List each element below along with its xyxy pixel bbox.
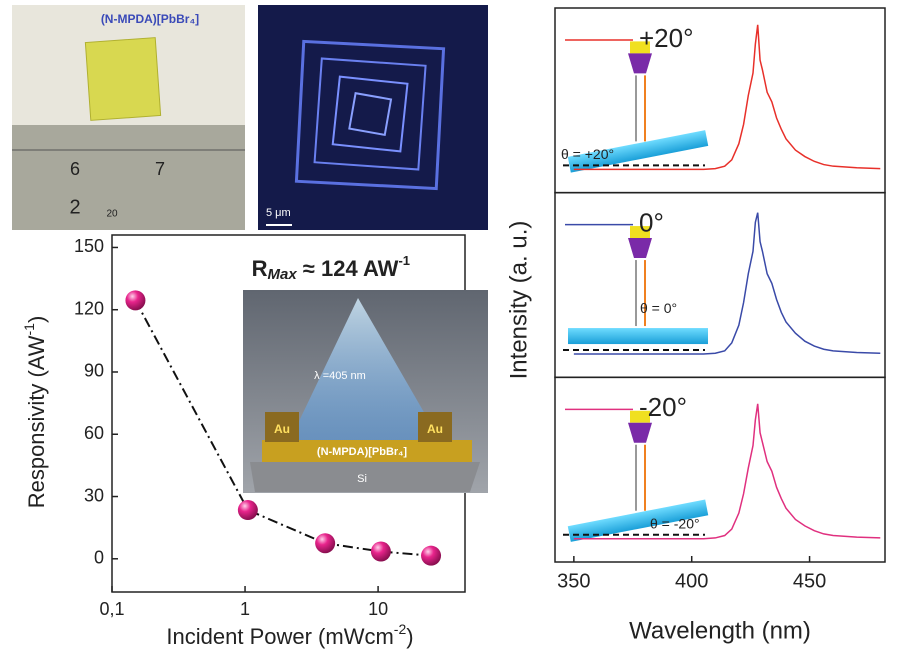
legend-label: +20° bbox=[639, 23, 694, 53]
spectrum bbox=[573, 212, 881, 355]
spectrum bbox=[573, 403, 881, 540]
y-tick-label: 60 bbox=[84, 423, 104, 443]
x-axis-title: Wavelength (nm) bbox=[629, 617, 811, 644]
y-tick-label: 150 bbox=[74, 236, 104, 256]
device-inset: λ =405 nm Au Au (N-MPDA)[PbBr₄] Si bbox=[243, 290, 488, 493]
x-axis-title: Incident Power (mWcm-2) bbox=[166, 621, 413, 649]
substrate-label: Si bbox=[357, 473, 367, 485]
y-axis-title: Responsivity (AW-1) bbox=[21, 316, 49, 509]
data-point bbox=[421, 545, 442, 566]
sample-rod bbox=[567, 130, 709, 173]
angle-label: θ = -20° bbox=[650, 515, 700, 531]
micrograph-background bbox=[258, 5, 488, 230]
laser-head bbox=[630, 41, 650, 54]
ruler-number: 6 bbox=[70, 159, 80, 179]
x-tick-label: 1 bbox=[240, 599, 250, 619]
x-tick-label: 450 bbox=[793, 570, 826, 592]
data-point bbox=[125, 290, 146, 311]
axis-title-part: Responsivity (AW bbox=[24, 335, 49, 508]
y-tick-label: 30 bbox=[84, 485, 104, 505]
annotation-sup: -1 bbox=[398, 253, 410, 268]
sample-rod bbox=[568, 328, 708, 345]
y-tick-label: 120 bbox=[74, 298, 104, 318]
laser-head bbox=[630, 226, 650, 239]
sample-schematic bbox=[567, 410, 709, 542]
light-cone bbox=[290, 298, 440, 440]
contact bbox=[265, 412, 299, 442]
y-tick-label: 0 bbox=[94, 548, 104, 568]
wavelength-label: λ =405 nm bbox=[314, 370, 366, 382]
compound-label: (N-MPDA)[PbBr₄] bbox=[101, 12, 199, 26]
annotation-part: ≈ 124 AW bbox=[297, 256, 399, 281]
ruler-number: 20 bbox=[106, 209, 118, 220]
spectrum bbox=[573, 24, 881, 171]
axis-title-part: ) bbox=[406, 624, 413, 649]
substrate bbox=[250, 462, 480, 492]
axis-title-part: ) bbox=[24, 316, 49, 323]
sample-schematic bbox=[567, 41, 709, 173]
film bbox=[262, 440, 472, 462]
axis-title-sup: -1 bbox=[21, 323, 37, 336]
micrograph: 5 μm bbox=[258, 5, 488, 230]
laser-head bbox=[630, 410, 650, 423]
photo: (N-MPDA)[PbBr₄] 6 7 2 20 bbox=[12, 5, 245, 230]
terrace bbox=[348, 92, 393, 137]
laser-body bbox=[628, 238, 652, 259]
sample-rod bbox=[567, 499, 709, 542]
legend-label: -20° bbox=[639, 392, 687, 422]
axis-title-sup: -2 bbox=[394, 621, 407, 637]
legend-label: 0° bbox=[639, 208, 664, 238]
scale-bar-label: 5 μm bbox=[266, 207, 291, 219]
ruler bbox=[12, 125, 245, 230]
terrace bbox=[294, 39, 446, 191]
annotation-part: R bbox=[252, 256, 268, 281]
contact-label: Au bbox=[274, 422, 290, 436]
data-point bbox=[370, 541, 391, 562]
panel-frame bbox=[554, 376, 886, 563]
axis-title-part: Incident Power (mWcm bbox=[166, 624, 393, 649]
y-tick-label: 90 bbox=[84, 361, 104, 381]
x-tick-label: 350 bbox=[557, 570, 590, 592]
contact-label: Au bbox=[427, 422, 443, 436]
terrace bbox=[331, 75, 409, 153]
angle-label: θ = 0° bbox=[640, 300, 677, 316]
laser-body bbox=[628, 53, 652, 74]
crystal bbox=[84, 37, 162, 121]
terrace bbox=[313, 57, 427, 171]
y-axis-title: Intensity (a. u.) bbox=[505, 221, 532, 380]
x-tick-label: 10 bbox=[368, 599, 388, 619]
ruler-number: 7 bbox=[155, 159, 165, 179]
x-tick-label: 400 bbox=[675, 570, 708, 592]
data-point bbox=[315, 533, 336, 554]
x-tick-label: 0,1 bbox=[99, 599, 124, 619]
sample-schematic bbox=[568, 226, 708, 345]
laser-body bbox=[628, 422, 652, 443]
angle-label: θ = +20° bbox=[561, 146, 614, 162]
contact bbox=[418, 412, 452, 442]
ruler-number: 2 bbox=[69, 196, 80, 218]
annotation-sub: Max bbox=[268, 266, 298, 283]
rmax-annotation: RMax ≈ 124 AW-1 bbox=[252, 253, 410, 283]
film-label: (N-MPDA)[PbBr₄] bbox=[317, 446, 408, 458]
data-point bbox=[237, 500, 258, 521]
